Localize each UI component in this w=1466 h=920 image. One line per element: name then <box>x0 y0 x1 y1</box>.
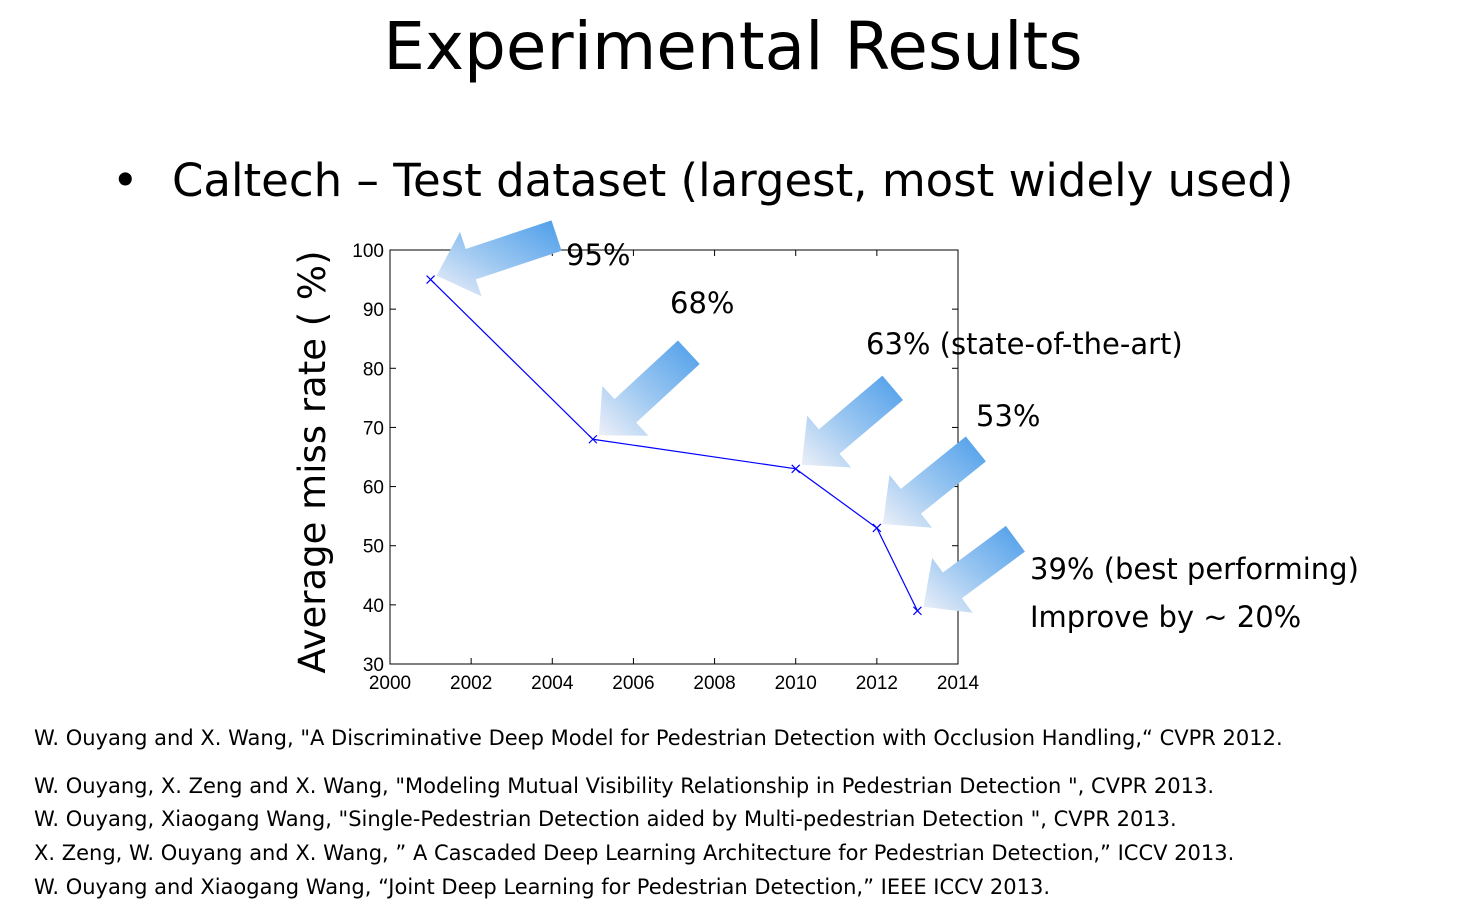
reference-item: W. Ouyang, X. Zeng and X. Wang, "Modelin… <box>34 774 1215 798</box>
callout-arrow-icon <box>436 220 562 297</box>
annotation-39: 39% (best performing) <box>1030 552 1359 586</box>
x-tick-label: 2014 <box>937 673 980 694</box>
callout-arrow-icon <box>598 340 700 436</box>
data-point-marker <box>791 464 801 474</box>
x-tick-label: 2008 <box>693 673 735 694</box>
bullet-item: • Caltech – Test dataset (largest, most w… <box>112 150 1293 212</box>
callout-arrow-icon <box>923 525 1025 613</box>
x-tick-label: 2000 <box>369 673 411 694</box>
bullet-dot-icon: • <box>112 154 139 207</box>
x-tick-label: 2010 <box>775 673 817 694</box>
y-tick-label: 50 <box>363 537 384 558</box>
reference-item: W. Ouyang and Xiaogang Wang, “Joint Deep… <box>34 875 1050 899</box>
annotation-improvement: Improve by ~ 20% <box>1030 600 1302 634</box>
reference-item: W. Ouyang, Xiaogang Wang, "Single-Pedest… <box>34 807 1177 831</box>
y-tick-label: 90 <box>363 300 384 321</box>
y-tick-label: 80 <box>363 359 384 380</box>
y-tick-label: 40 <box>363 596 384 617</box>
y-axis-label: Average miss rate ( %) <box>291 250 334 673</box>
annotation-95: 95% <box>566 238 631 272</box>
annotation-68: 68% <box>670 286 735 320</box>
y-tick-label: 60 <box>363 478 384 499</box>
x-tick-label: 2006 <box>612 673 654 694</box>
reference-item: X. Zeng, W. Ouyang and X. Wang, ” A Casc… <box>34 841 1235 865</box>
callout-arrow-icon <box>882 436 986 528</box>
x-tick-label: 2002 <box>450 673 492 694</box>
y-tick-label: 100 <box>352 241 384 262</box>
y-tick-label: 70 <box>363 418 384 439</box>
annotation-53: 53% <box>976 399 1041 433</box>
annotation-63: 63% (state-of-the-art) <box>866 327 1183 361</box>
slide-title: Experimental Results <box>383 8 1083 85</box>
data-point-marker <box>426 275 435 284</box>
callout-arrow-icon <box>801 375 903 468</box>
x-tick-label: 2004 <box>531 673 574 694</box>
data-point-marker <box>872 523 882 533</box>
data-point-marker <box>588 434 598 444</box>
data-point-marker <box>913 606 922 616</box>
reference-item: W. Ouyang and X. Wang, "A Discriminative… <box>34 726 1283 750</box>
bullet-text: Caltech – Test dataset (largest, most wi… <box>172 154 1294 207</box>
x-tick-label: 2012 <box>856 673 898 694</box>
y-tick-label: 30 <box>363 655 384 676</box>
